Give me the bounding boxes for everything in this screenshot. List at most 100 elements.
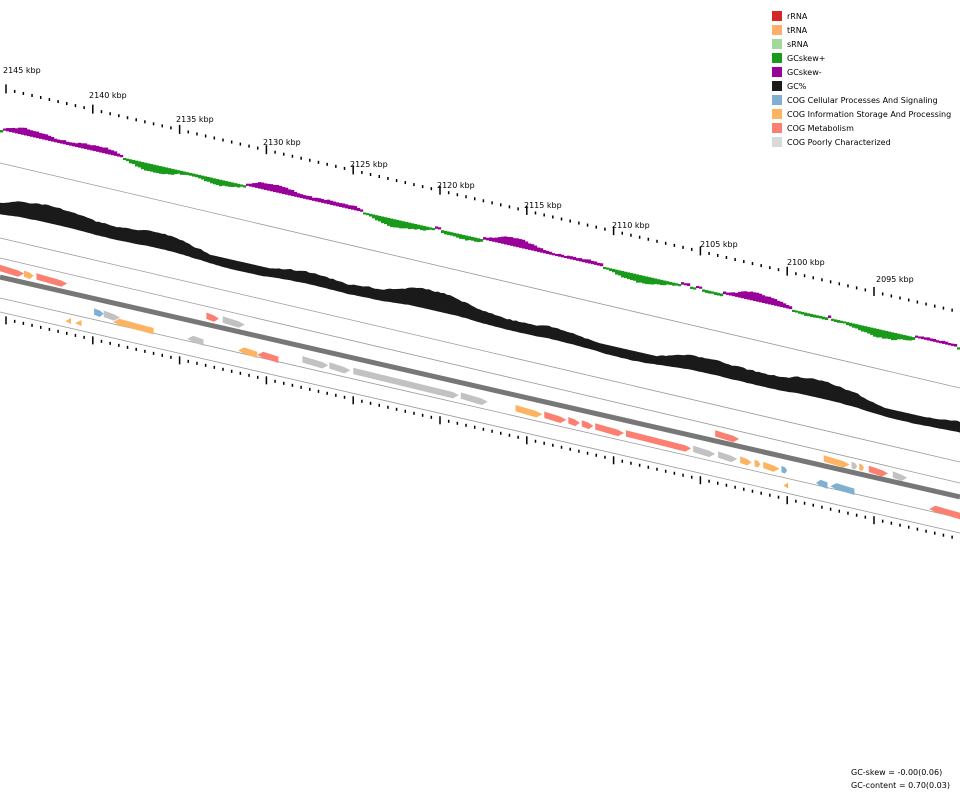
gc-skew-bar — [759, 293, 763, 303]
gc-skew-bar — [723, 291, 727, 295]
gc-skew-bar — [324, 199, 328, 204]
gc-skew-bar — [369, 213, 373, 217]
legend-item: GCskew+ — [772, 51, 951, 65]
gc-skew-bar — [651, 277, 655, 285]
stats-panel: GC-skew = -0.00(0.06) GC-content = 0.70(… — [851, 766, 950, 792]
gc-skew-bar — [924, 337, 928, 340]
gc-skew-bar — [132, 159, 136, 165]
gc-skew-bar — [903, 335, 907, 340]
gc-skew-bar — [603, 266, 607, 270]
gc-skew-bar — [909, 336, 913, 341]
gc-skew-bar — [435, 226, 439, 229]
gc-skew-bar — [228, 181, 232, 187]
gc-skew-bar — [708, 290, 712, 294]
gc-skew-bar — [573, 256, 577, 261]
gc-skew-bar — [867, 326, 871, 334]
gc-skew-bar — [699, 286, 703, 289]
gc-skew-bar — [177, 170, 181, 174]
gc-skew-bar — [780, 301, 784, 308]
gc-skew-bar — [681, 282, 685, 285]
gene — [257, 351, 279, 363]
gc-skew-bar — [882, 330, 886, 339]
gc-skew-bar — [375, 215, 379, 221]
gc-skew-bar — [384, 217, 388, 225]
gc-skew-bar — [507, 236, 511, 246]
gc-skew-bar — [282, 187, 286, 195]
gc-skew-bar — [870, 327, 874, 335]
gc-skew-bar — [51, 136, 55, 142]
position-label: 2140 kbp — [89, 91, 127, 100]
gc-skew-bar — [330, 200, 334, 205]
gc-skew-bar — [450, 232, 454, 236]
track-line — [0, 162, 960, 389]
gc-skew-bar — [24, 127, 28, 136]
gc-skew-bar — [423, 226, 427, 231]
gc-skew-bar — [213, 178, 217, 185]
gc-skew-bar — [399, 220, 403, 229]
gc-skew-bar — [795, 310, 799, 313]
gc-skew-bar — [300, 194, 304, 199]
gene-track — [0, 264, 960, 520]
gene — [595, 423, 624, 437]
gc-skew-bar — [792, 309, 796, 313]
gc-skew-bar — [312, 197, 316, 201]
gc-skew-bar — [639, 275, 643, 283]
gc-skew-bar — [678, 283, 682, 287]
gc-skew-bar — [684, 283, 688, 286]
gc-skew-bar — [621, 271, 625, 278]
gc-skew-bar — [564, 256, 568, 259]
gc-skew-bar — [147, 163, 151, 171]
gc-skew-track — [0, 127, 960, 350]
gc-skew-bar — [675, 283, 679, 286]
gc-skew-bar — [576, 258, 580, 261]
gene — [544, 411, 567, 423]
gc-skew-bar — [219, 179, 223, 187]
gc-skew-bar — [129, 159, 133, 164]
gc-skew-bar — [735, 292, 739, 297]
track-line — [0, 311, 960, 534]
gene — [353, 367, 459, 399]
gc-skew-bar — [663, 280, 667, 286]
gc-skew-bar — [201, 175, 205, 180]
gc-skew-bar — [441, 230, 445, 234]
gc-skew-bar — [501, 236, 505, 244]
gc-skew-bar — [510, 237, 514, 246]
gc-skew-bar — [189, 172, 193, 176]
gc-skew-bar — [495, 237, 499, 243]
gc-skew-bar — [816, 315, 820, 318]
gene — [868, 465, 888, 477]
gc-skew-bar — [492, 237, 496, 242]
gc-skew-bar — [831, 318, 835, 321]
gc-skew-bar — [141, 162, 145, 170]
gc-skew-bar — [90, 145, 94, 151]
gc-skew-bar — [762, 295, 766, 304]
gc-skew-bar — [246, 183, 250, 186]
gc-skew-bar — [168, 168, 172, 175]
gc-skew-bar — [96, 145, 100, 152]
gc-skew-bar — [957, 347, 960, 350]
gc-skew-bar — [498, 237, 502, 244]
gene — [113, 318, 154, 335]
gc-skew-bar — [942, 340, 946, 344]
gc-skew-bar — [321, 199, 325, 203]
gc-skew-bar — [597, 262, 601, 266]
legend-label: tRNA — [787, 25, 808, 35]
gc-skew-bar — [933, 338, 937, 342]
gene — [763, 461, 780, 472]
gc-skew-bar — [549, 251, 553, 255]
gc-skew-bar — [876, 328, 880, 338]
gc-skew-bar — [732, 292, 736, 297]
gc-skew-bar — [267, 183, 271, 191]
gc-skew-bar — [756, 292, 760, 302]
gc-skew-bar — [537, 247, 541, 252]
gc-skew-bar — [477, 238, 481, 243]
legend-label: GC% — [787, 81, 807, 91]
gc-skew-bar — [912, 337, 916, 340]
gc-skew-bar — [60, 140, 64, 144]
gc-skew-bar — [789, 306, 793, 310]
gc-skew-bar — [936, 340, 940, 343]
gc-skew-bar — [468, 236, 472, 241]
position-labels: 2145 kbp 2140 kbp 2135 kbp 2130 kbp 2125 kbp… — [3, 66, 914, 284]
gc-skew-bar — [873, 328, 877, 337]
gc-skew-bar — [99, 146, 103, 153]
